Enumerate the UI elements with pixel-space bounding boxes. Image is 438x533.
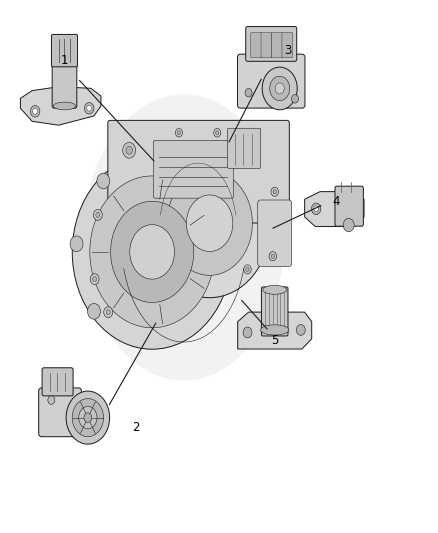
Circle shape [245,88,252,97]
Circle shape [84,413,92,422]
Circle shape [262,67,297,110]
Text: 4: 4 [333,195,340,208]
Circle shape [30,106,40,117]
FancyBboxPatch shape [261,287,288,336]
Circle shape [90,176,215,328]
FancyBboxPatch shape [39,388,81,437]
Polygon shape [21,87,101,125]
Circle shape [106,310,110,314]
Circle shape [87,106,92,111]
FancyBboxPatch shape [251,33,261,58]
Circle shape [90,273,99,285]
Circle shape [92,277,97,281]
Circle shape [269,252,276,261]
FancyBboxPatch shape [227,128,261,168]
FancyBboxPatch shape [282,33,293,58]
Circle shape [311,203,321,215]
Circle shape [314,206,318,212]
Text: 1: 1 [61,54,68,67]
Circle shape [72,155,232,349]
Circle shape [271,254,275,258]
Circle shape [79,407,97,429]
Circle shape [93,209,102,220]
Circle shape [148,149,271,297]
Circle shape [66,391,110,444]
Circle shape [167,171,252,276]
Circle shape [270,76,290,101]
Circle shape [126,146,132,154]
Circle shape [97,173,110,189]
FancyBboxPatch shape [258,200,292,266]
Polygon shape [305,192,364,227]
FancyBboxPatch shape [261,33,272,58]
Circle shape [343,219,354,232]
Circle shape [88,303,100,319]
Circle shape [70,236,83,252]
FancyBboxPatch shape [108,120,290,223]
Circle shape [214,128,221,137]
FancyBboxPatch shape [153,140,233,198]
Circle shape [72,399,103,437]
Ellipse shape [83,94,284,381]
FancyBboxPatch shape [335,186,364,226]
Circle shape [273,190,276,194]
FancyBboxPatch shape [42,368,73,396]
FancyBboxPatch shape [52,62,77,108]
Circle shape [111,201,194,303]
Circle shape [246,268,249,271]
Ellipse shape [261,325,289,335]
Circle shape [215,131,219,135]
Circle shape [275,83,284,94]
Polygon shape [238,312,312,349]
Circle shape [33,108,38,114]
Ellipse shape [263,285,287,294]
Circle shape [176,128,183,137]
FancyBboxPatch shape [237,54,305,108]
Text: 2: 2 [133,421,140,434]
Circle shape [85,102,94,114]
Circle shape [123,142,136,158]
Circle shape [297,325,305,335]
Text: 5: 5 [271,334,279,347]
Circle shape [271,187,279,196]
FancyBboxPatch shape [51,35,78,67]
Circle shape [187,195,233,252]
Circle shape [96,213,100,217]
Circle shape [48,396,55,405]
FancyBboxPatch shape [272,33,282,58]
Ellipse shape [53,102,76,110]
FancyBboxPatch shape [246,27,297,61]
Circle shape [104,307,113,318]
Circle shape [177,131,180,135]
Circle shape [244,265,251,274]
Circle shape [291,94,298,103]
Text: 3: 3 [284,44,291,57]
Circle shape [243,327,252,338]
Circle shape [130,224,174,279]
